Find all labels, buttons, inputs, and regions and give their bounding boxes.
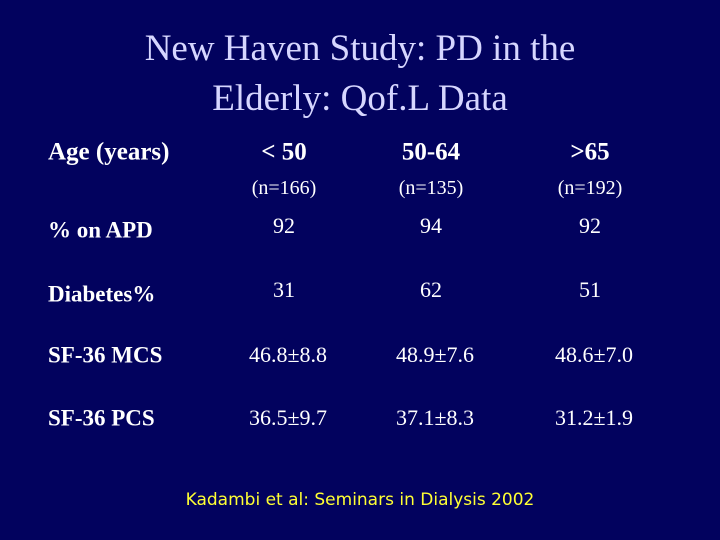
sample-size: (n=135) — [398, 177, 464, 199]
title-line: New Haven Study: PD in the — [144, 28, 576, 69]
table-cell: 37.1±8.3 — [395, 405, 475, 430]
table-cell: 46.8±8.8 — [248, 342, 328, 367]
table-cell: 48.6±7.0 — [554, 342, 634, 367]
sample-size: (n=192) — [557, 177, 623, 199]
sample-size: (n=166) — [251, 177, 317, 199]
row-label: Diabetes% — [48, 281, 156, 307]
row-label: SF-36 MCS — [48, 342, 163, 368]
table-cell: 51 — [579, 277, 601, 302]
table-cell: 92 — [273, 213, 295, 238]
column-header: 50-64 — [401, 138, 461, 166]
table-cell: 31 — [273, 277, 295, 302]
table-cell: 48.9±7.6 — [395, 342, 475, 367]
table-cell: 92 — [579, 213, 601, 238]
row-label: % on APD — [48, 217, 153, 243]
citation: Kadambi et al: Seminars in Dialysis 2002 — [185, 490, 535, 510]
table-cell: 94 — [420, 213, 442, 238]
title-line: Elderly: Qof.L Data — [212, 78, 508, 119]
row-label: SF-36 PCS — [48, 405, 155, 431]
row-label: Age (years) — [48, 138, 170, 166]
column-header: < 50 — [261, 138, 307, 166]
table-cell: 62 — [420, 277, 442, 302]
table-cell: 31.2±1.9 — [554, 405, 634, 430]
column-header: >65 — [570, 138, 610, 166]
table-cell: 36.5±9.7 — [248, 405, 328, 430]
